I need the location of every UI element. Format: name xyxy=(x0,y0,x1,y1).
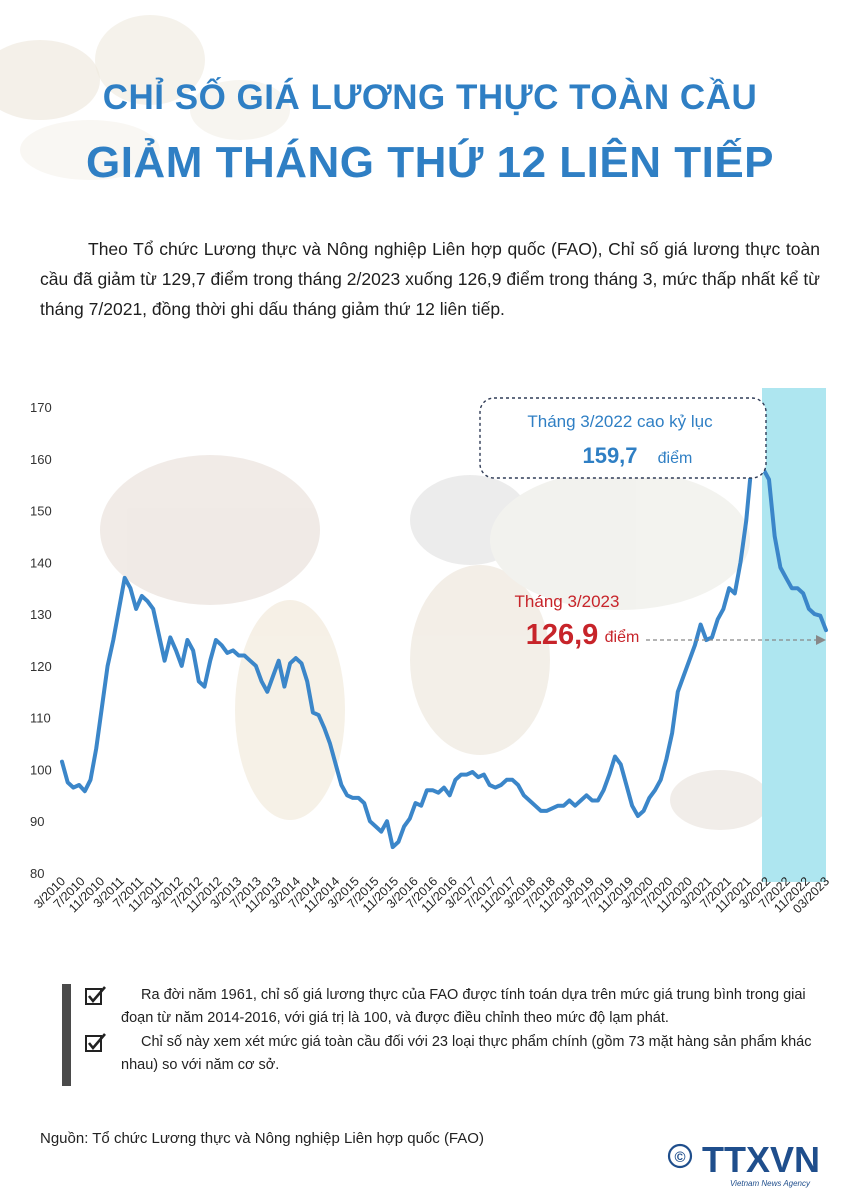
svg-text:©: © xyxy=(674,1149,685,1166)
current-arrowhead xyxy=(816,635,826,645)
food-price-chart: 170 160 150 140 130 120 110 100 90 80 3/20107/201… xyxy=(30,388,832,916)
highlight-band xyxy=(762,388,826,882)
peak-unit: điểm xyxy=(658,449,693,467)
current-value: 126,9 xyxy=(526,619,599,651)
note-text: Chỉ số này xem xét mức giá toàn cầu đối … xyxy=(121,1034,812,1073)
y-tick-label: 100 xyxy=(30,762,52,777)
note-item: Ra đời năm 1961, chỉ số giá lương thực c… xyxy=(85,984,831,1030)
current-unit: điểm xyxy=(605,628,640,646)
y-tick-label: 110 xyxy=(30,711,51,726)
ttxvn-logo: © TTXVN Vietnam News Agency xyxy=(667,1139,820,1188)
grains-decoration xyxy=(0,15,290,180)
y-tick-label: 140 xyxy=(30,555,52,570)
y-axis: 170 160 150 140 130 120 110 100 90 80 xyxy=(30,400,52,881)
notes-box: Ra đời năm 1961, chỉ số giá lương thực c… xyxy=(62,984,831,1086)
current-label: Tháng 3/2023 xyxy=(515,592,620,611)
y-tick-label: 170 xyxy=(30,400,52,415)
checkbox-icon xyxy=(85,1033,106,1052)
logo-subtitle: Vietnam News Agency xyxy=(730,1179,811,1188)
page-title-line1: CHỈ SỐ GIÁ LƯƠNG THỰC TOÀN CẦU xyxy=(102,78,758,117)
y-tick-label: 150 xyxy=(30,504,52,519)
series-line xyxy=(60,458,828,850)
note-item: Chỉ số này xem xét mức giá toàn cầu đối … xyxy=(85,1031,831,1077)
page-title-line2: GIẢM THÁNG THỨ 12 LIÊN TIẾP xyxy=(85,138,775,187)
current-annotation: Tháng 3/2023 126,9 điểm xyxy=(515,592,826,651)
y-tick-label: 120 xyxy=(30,659,52,674)
y-tick-label: 130 xyxy=(30,607,52,622)
peak-label: Tháng 3/2022 cao kỷ lục xyxy=(527,412,713,431)
y-tick-label: 90 xyxy=(30,814,44,829)
y-tick-label: 160 xyxy=(30,452,52,467)
x-axis: 3/20107/201011/20103/20117/201111/20113/… xyxy=(31,874,832,916)
source-text: Nguồn: Tổ chức Lương thực và Nông nghiệp… xyxy=(40,1130,484,1147)
peak-annotation: Tháng 3/2022 cao kỷ lục 159,7 điểm xyxy=(479,397,767,479)
peak-value: 159,7 xyxy=(582,443,637,468)
logo-wordmark: TTXVN xyxy=(702,1139,820,1180)
note-text: Ra đời năm 1961, chỉ số giá lương thực c… xyxy=(121,987,806,1026)
y-tick-label: 80 xyxy=(30,866,44,881)
world-map-background xyxy=(100,455,770,830)
intro-paragraph: Theo Tổ chức Lương thực và Nông nghiệp L… xyxy=(40,239,820,319)
checkbox-icon xyxy=(85,986,106,1005)
